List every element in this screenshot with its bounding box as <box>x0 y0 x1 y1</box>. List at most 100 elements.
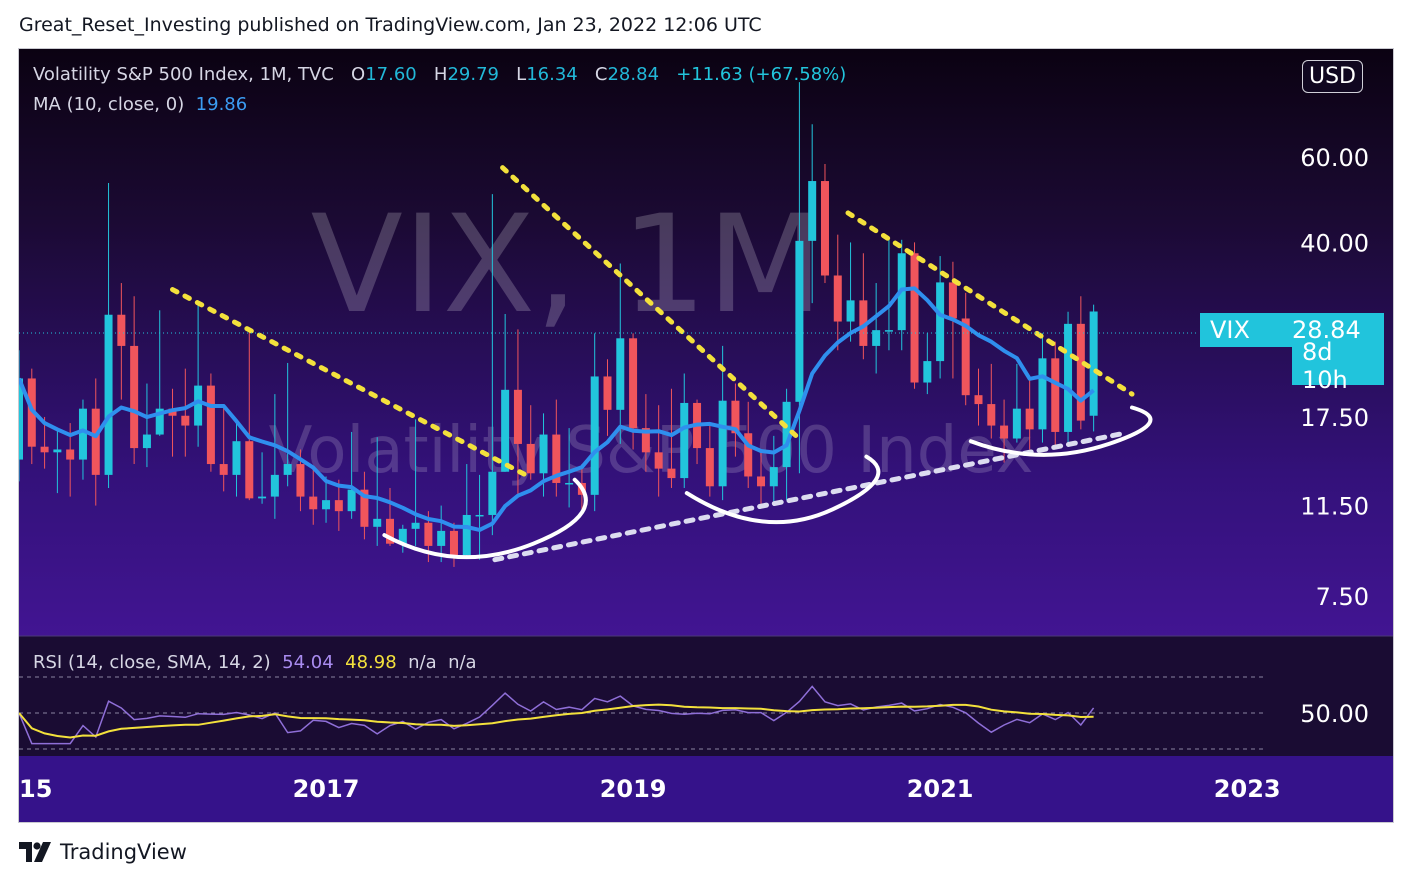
candle-body <box>142 434 151 449</box>
chart-panel[interactable]: VIX, 1M Volatility S&P 500 Index 7.50 11.… <box>18 48 1394 823</box>
open-label: O <box>351 64 366 85</box>
candle-body <box>590 376 599 495</box>
candle-body <box>117 314 126 346</box>
candle-body <box>782 401 791 468</box>
candle-body <box>347 489 356 512</box>
rounded-bottom <box>684 454 881 525</box>
candle-body <box>884 330 893 332</box>
candle-body <box>449 530 458 555</box>
brand-name: TradingView <box>60 840 187 864</box>
tradingview-logo[interactable]: TradingView <box>19 840 187 864</box>
rounded-bottom <box>382 477 588 560</box>
moving-average-series <box>19 286 1095 532</box>
publisher-header: Great_Reset_Investing published on Tradi… <box>19 14 762 36</box>
downtrend-line <box>170 287 529 478</box>
time-tick-label: 2015 <box>19 775 52 803</box>
candlestick-series <box>19 82 1098 567</box>
candle-body <box>424 522 433 546</box>
candle-body <box>258 496 267 499</box>
candle-body <box>539 434 548 474</box>
candle-body <box>398 528 407 544</box>
candle-body <box>1089 311 1098 416</box>
candle-body <box>270 474 279 497</box>
candle-body <box>322 500 331 510</box>
candle-body <box>1051 358 1060 432</box>
time-axis-bg <box>19 756 1393 822</box>
candle-body <box>526 443 535 474</box>
rsi-line <box>19 685 1095 745</box>
candle-body <box>245 441 254 499</box>
candle-body <box>808 181 817 241</box>
candle-body <box>360 489 369 527</box>
change-value: +11.63 (+67.58%) <box>676 64 847 85</box>
candle-body <box>641 428 650 453</box>
candle-body <box>565 482 574 485</box>
candle-body <box>437 530 446 546</box>
candle-body <box>219 464 228 475</box>
currency-button[interactable]: USD <box>1301 60 1363 93</box>
candle-body <box>552 434 561 483</box>
time-tick-label: 2017 <box>293 775 360 803</box>
chart-canvas[interactable]: VIX, 1M Volatility S&P 500 Index 7.50 11.… <box>19 49 1393 822</box>
drawing-annotations <box>170 165 1153 563</box>
candle-body <box>130 345 139 449</box>
rsi-sma-line <box>19 703 1094 739</box>
candle-body <box>334 500 343 512</box>
candle-body <box>744 433 753 477</box>
candle-body <box>1000 425 1009 439</box>
close-value: 28.84 <box>607 64 660 85</box>
candle-body <box>859 300 868 346</box>
price-tick-label: 60.00 <box>1300 144 1369 172</box>
price-tick-label: 7.50 <box>1316 583 1369 611</box>
candle-body <box>948 282 957 319</box>
candle-body <box>872 330 881 346</box>
candle-body <box>462 514 471 555</box>
candle-body <box>66 449 75 460</box>
candle-body <box>654 452 663 469</box>
low-label: L <box>516 64 527 85</box>
candle-body <box>206 385 215 465</box>
downtrend-line <box>845 210 1135 397</box>
badge-symbol: VIX <box>1210 316 1250 344</box>
time-tick-label: 2023 <box>1214 775 1281 803</box>
candle-body <box>961 318 970 396</box>
candle-body <box>987 404 996 426</box>
ma-line <box>19 286 1095 532</box>
candle-body <box>718 400 727 487</box>
candle-body <box>1012 408 1021 439</box>
candle-body <box>769 467 778 487</box>
candle-body <box>104 314 113 475</box>
candle-body <box>19 378 23 460</box>
candle-body <box>923 361 932 383</box>
candle-body <box>155 408 164 435</box>
candle-body <box>846 300 855 322</box>
rsi-na-2: n/a <box>448 652 477 673</box>
tradingview-logo-icon <box>19 842 51 862</box>
watermark-symbol: VIX, 1M <box>311 186 824 343</box>
rsi-legend[interactable]: RSI (14, close, SMA, 14, 2) 54.04 48.98 … <box>33 652 477 673</box>
symbol-legend: Volatility S&P 500 Index, 1M, TVC O17.60… <box>33 64 846 85</box>
time-tick-label: 2021 <box>907 775 974 803</box>
candle-body <box>705 448 714 487</box>
candle-body <box>181 415 190 426</box>
candle-body <box>936 282 945 362</box>
price-tick-label: 11.50 <box>1300 493 1369 521</box>
candle-body <box>232 441 241 475</box>
candle-body <box>309 496 318 510</box>
high-label: H <box>433 64 448 85</box>
time-tick-label: 2019 <box>600 775 667 803</box>
candle-body <box>680 402 689 479</box>
candle-body <box>53 449 62 453</box>
close-label: C <box>594 64 608 85</box>
rsi-series <box>19 685 1095 745</box>
candle-body <box>974 395 983 405</box>
rounded-bottom <box>968 405 1153 457</box>
candle-body <box>629 338 638 429</box>
candle-body <box>373 518 382 527</box>
ma-legend[interactable]: MA (10, close, 0) 19.86 <box>33 94 247 115</box>
candle-body <box>488 471 497 515</box>
low-value: 16.34 <box>526 64 578 85</box>
symbol-name[interactable]: Volatility S&P 500 Index, 1M, TVC <box>33 64 334 85</box>
high-value: 29.79 <box>447 64 499 85</box>
candle-body <box>731 400 740 434</box>
